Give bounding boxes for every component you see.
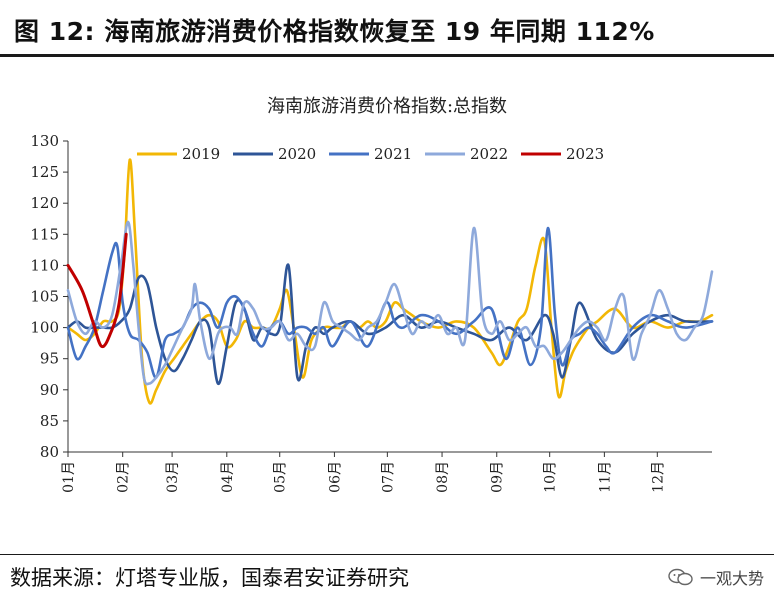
y-tick-label: 105 bbox=[30, 288, 59, 306]
axes: 80 85 90 95 100 105 110 115 120 125 130 01月 02月 03月 04… bbox=[30, 132, 712, 493]
figure-title: 图 12: 海南旅游消费价格指数恢复至 19 年同期 112% bbox=[14, 17, 655, 46]
y-tick-label: 100 bbox=[30, 319, 59, 337]
series-line-2020 bbox=[66, 263, 714, 385]
x-tick-label: 03月 bbox=[165, 461, 181, 493]
legend-label-2021: 2021 bbox=[374, 145, 412, 163]
x-tick-label: 11月 bbox=[597, 461, 613, 493]
x-tick-label: 01月 bbox=[61, 461, 77, 493]
wechat-icon bbox=[668, 568, 693, 586]
x-tick-label: 06月 bbox=[327, 461, 343, 493]
legend-label-2020: 2020 bbox=[278, 145, 316, 163]
legend: 2019 2020 2021 2022 2023 bbox=[137, 145, 604, 163]
x-tick-label: 02月 bbox=[116, 461, 132, 493]
x-tick-label: 12月 bbox=[650, 461, 666, 493]
line-chart: 海南旅游消费价格指数:总指数 80 85 90 95 100 105 110 115 120 12… bbox=[30, 96, 714, 493]
y-tick-label: 95 bbox=[40, 350, 59, 368]
y-tick-label: 115 bbox=[30, 225, 59, 243]
x-tick-label: 10月 bbox=[543, 461, 559, 493]
y-tick-label: 80 bbox=[40, 443, 59, 461]
x-tick-label: 09月 bbox=[490, 461, 506, 493]
x-tick-label: 04月 bbox=[220, 461, 236, 493]
y-tick-label: 85 bbox=[40, 412, 59, 430]
x-tick-label: 08月 bbox=[435, 461, 451, 493]
y-tick-label: 120 bbox=[30, 194, 59, 212]
series-line-2023 bbox=[66, 232, 128, 349]
watermark-text: 一观大势 bbox=[699, 569, 764, 588]
legend-label-2022: 2022 bbox=[470, 145, 508, 163]
watermark: 一观大势 bbox=[668, 565, 764, 589]
series-line-2022 bbox=[66, 220, 714, 386]
chart-title: 海南旅游消费价格指数:总指数 bbox=[267, 96, 507, 117]
legend-label-2019: 2019 bbox=[182, 145, 220, 163]
y-tick-label: 125 bbox=[30, 163, 59, 181]
y-tick-label: 110 bbox=[30, 256, 59, 274]
bottom-rule bbox=[0, 554, 774, 555]
y-tick-label: 90 bbox=[40, 381, 59, 399]
y-tick-label: 130 bbox=[30, 132, 59, 150]
top-rule bbox=[0, 54, 774, 57]
source-note: 数据来源：灯塔专业版，国泰君安证券研究 bbox=[10, 566, 409, 590]
x-tick-label: 05月 bbox=[273, 461, 289, 493]
legend-label-2023: 2023 bbox=[566, 145, 604, 163]
series-layer bbox=[66, 158, 714, 405]
x-tick-label: 07月 bbox=[380, 461, 396, 493]
